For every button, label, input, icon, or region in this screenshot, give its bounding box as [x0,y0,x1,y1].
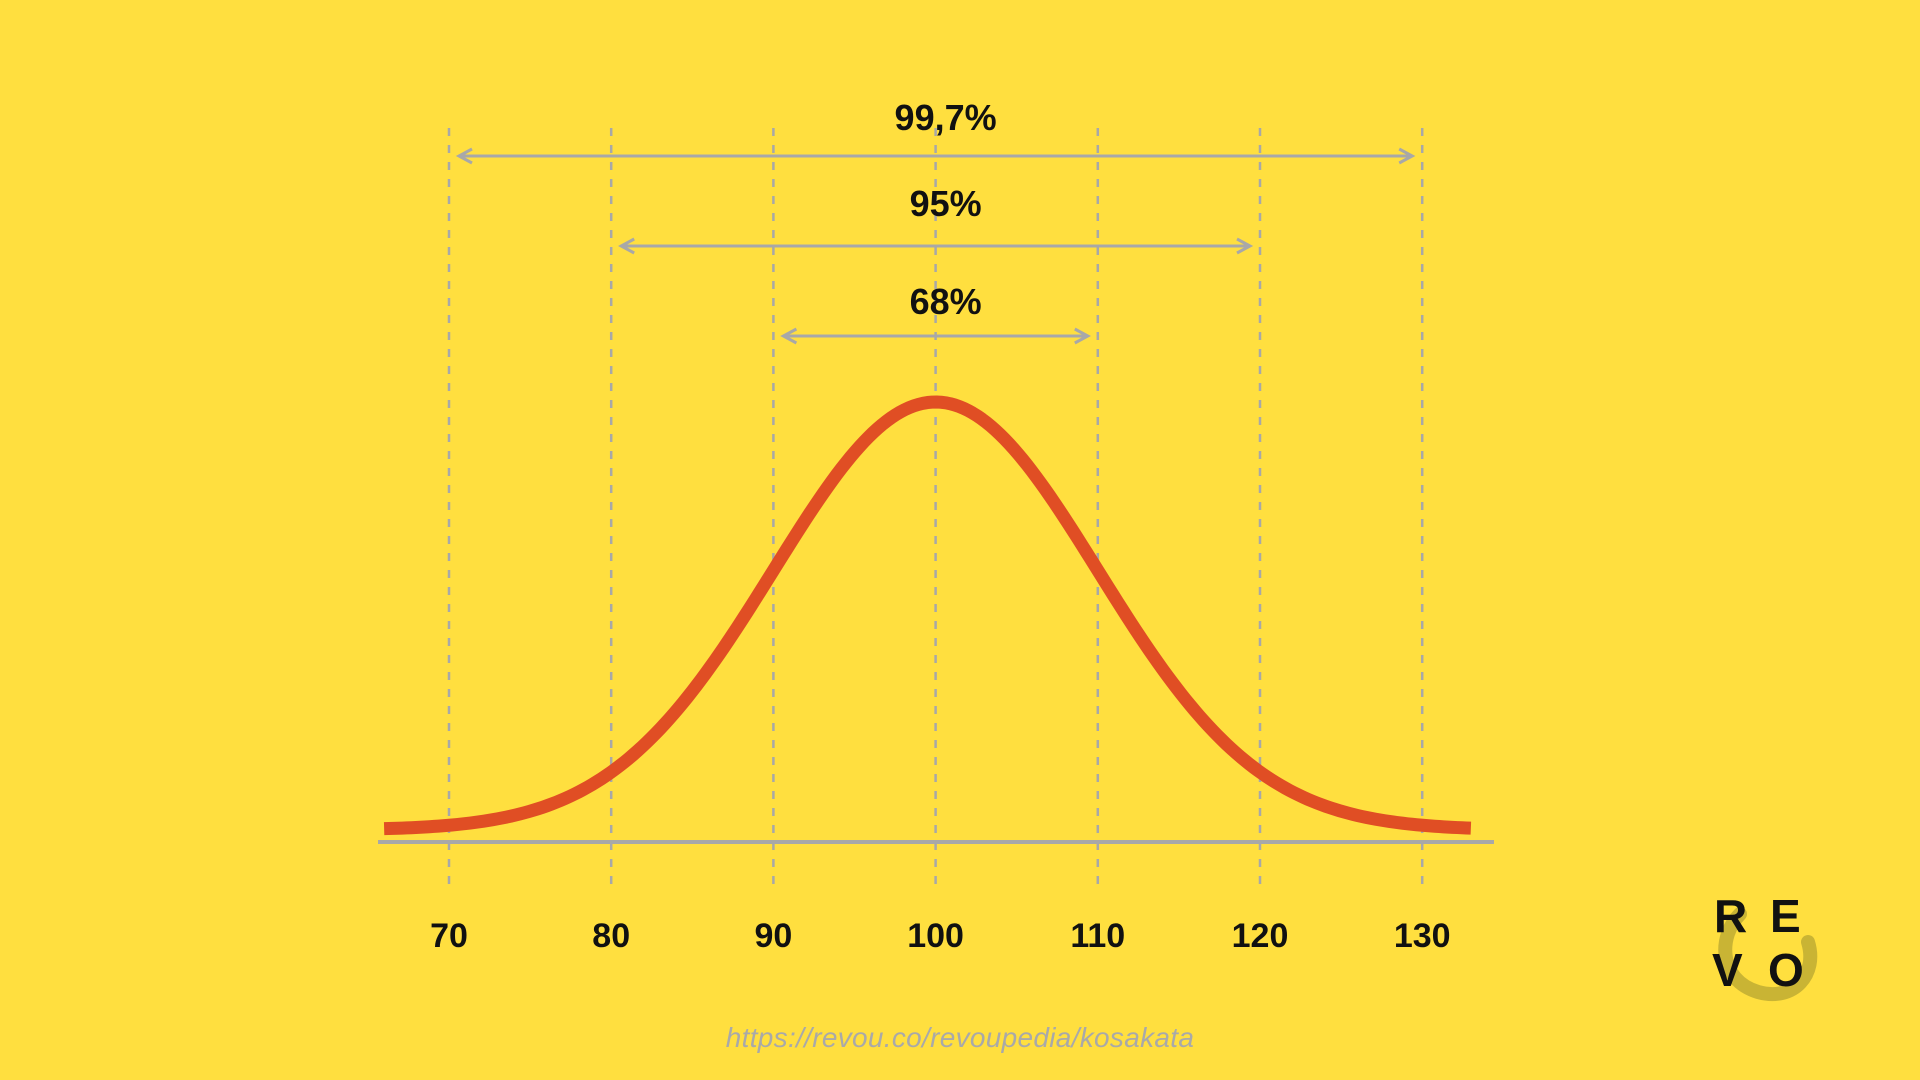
interval-arrowhead-left [780,327,798,345]
interval-arrowhead-right [1074,327,1091,345]
logo-swoosh [1718,907,1818,1001]
revou-logo: R E V O [1712,890,1818,1001]
logo-letter-r: R [1714,890,1747,942]
x-tick-label-130: 130 [1394,917,1451,955]
interval-label: 99,7% [895,97,997,138]
grid-lines [447,128,1424,885]
x-tick-label-120: 120 [1232,917,1289,955]
logo-letter-o: O [1768,944,1804,996]
x-tick-label-110: 110 [1070,917,1125,955]
interval-arrowhead-left [618,237,635,255]
logo-letter-e: E [1770,890,1801,942]
x-tick-label-70: 70 [430,917,468,955]
interval-arrowhead-right [1236,237,1254,255]
interval-label: 95% [910,183,982,224]
x-tick-label-80: 80 [592,917,630,955]
logo-letter-v: V [1712,944,1743,996]
distribution-curve [382,395,1473,836]
interval-arrowhead-left [455,147,473,165]
source-link[interactable]: https://revou.co/revoupedia/kosakata [725,1022,1195,1053]
interval-arrowhead-right [1398,147,1416,165]
x-tick-label-100: 100 [907,917,964,955]
x-tick-labels: 70 80 90 100 110 120 130 [430,917,1450,955]
interval-label: 68% [910,281,982,322]
x-tick-label-90: 90 [754,917,792,955]
interval-arrows: 99,7% 95% 68% [455,97,1416,345]
